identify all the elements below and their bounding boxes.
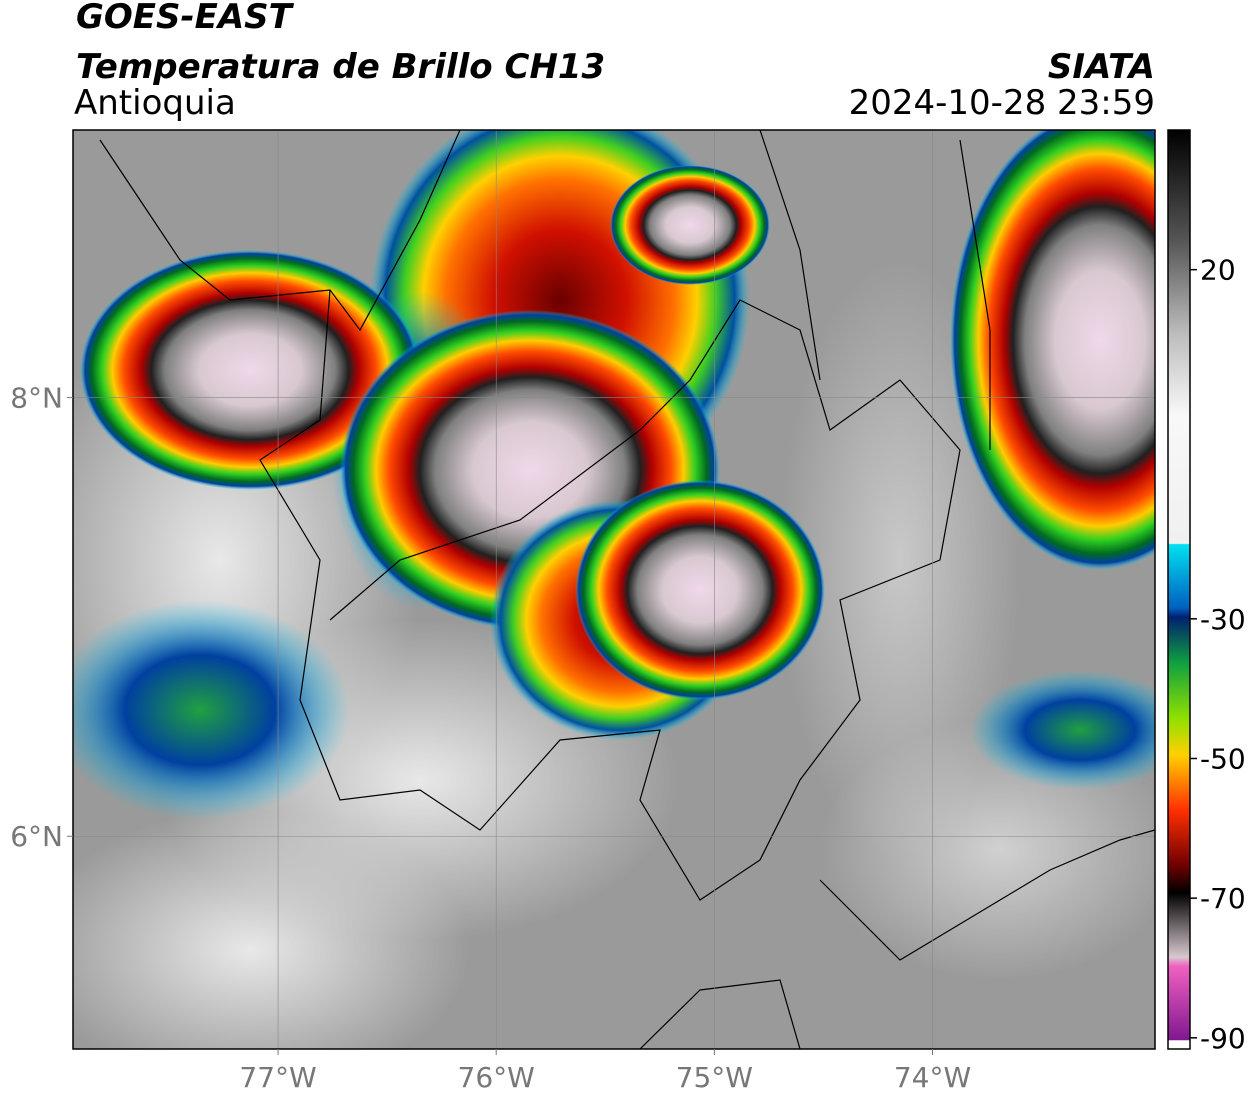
- plot-frame: [72, 129, 1156, 1050]
- satellite-image: [73, 130, 1155, 1049]
- colorbar-tick-label: -70: [1200, 882, 1246, 915]
- x-tick-label: 75°W: [676, 1061, 753, 1094]
- x-tick-label: 77°W: [239, 1061, 316, 1094]
- y-tick-label: 6°N: [10, 820, 63, 853]
- x-tick-label: 74°W: [894, 1061, 971, 1094]
- colorbar-tick-label: -90: [1200, 1022, 1246, 1055]
- colorbar: [1167, 129, 1191, 1050]
- subtitle: Temperatura de Brillo CH13: [76, 47, 605, 87]
- x-tick-label: 76°W: [458, 1061, 535, 1094]
- colorbar-tick-label: -50: [1200, 742, 1246, 775]
- colorbar-tick-label: -30: [1200, 603, 1246, 636]
- timestamp: 2024-10-28 23:59: [849, 83, 1155, 123]
- colorbar-tick-label: 20: [1200, 254, 1236, 287]
- region: Antioquia: [74, 83, 236, 123]
- y-tick-label: 8°N: [10, 382, 63, 415]
- title: GOES-EAST: [76, 0, 295, 37]
- grid: [73, 130, 1155, 1049]
- source: SIATA: [1048, 47, 1155, 87]
